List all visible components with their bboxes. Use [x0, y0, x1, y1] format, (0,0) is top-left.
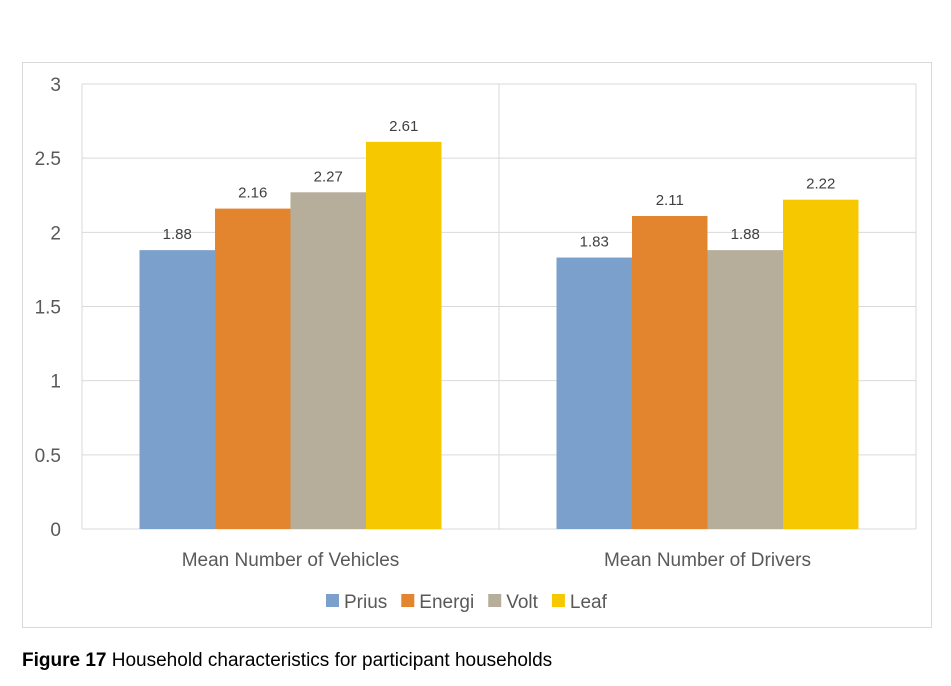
bar-prius-1	[139, 250, 215, 529]
bar-leaf-2	[783, 199, 859, 529]
data-label: 2.22	[806, 176, 835, 193]
category-label: Mean Number of Drivers	[604, 550, 811, 571]
data-label: 1.88	[163, 226, 192, 243]
data-label: 2.11	[656, 192, 684, 209]
y-tick-label: 0.5	[35, 446, 61, 467]
figure-number: Figure 17	[22, 650, 107, 671]
data-label: 2.16	[238, 185, 267, 202]
bar-chart: 1.88 2.16 2.27 2.61 1.83 2.11 1.88 2.22 0 0.5 1 1.…	[35, 75, 917, 613]
legend-swatch-energi	[401, 594, 415, 607]
legend-label-volt: Volt	[506, 592, 538, 613]
bar-prius-2	[556, 257, 632, 529]
chart-area-border	[22, 62, 932, 628]
legend-swatch-leaf	[551, 594, 565, 607]
legend-swatch-volt	[488, 594, 502, 607]
data-labels: 1.88 2.16 2.27 2.61 1.83 2.11 1.88 2.22	[163, 118, 836, 251]
y-tick-label: 0	[50, 520, 61, 541]
y-tick-label: 2	[50, 223, 61, 244]
bar-volt-2	[707, 250, 783, 529]
data-label: 1.83	[580, 234, 609, 251]
bar-energi-2	[632, 216, 708, 529]
category-label: Mean Number of Vehicles	[182, 550, 400, 571]
y-axis-ticks: 0 0.5 1 1.5 2 2.5 3	[35, 75, 61, 541]
x-axis-categories: Mean Number of Vehicles Mean Number of Dr…	[182, 550, 811, 571]
bar-volt-1	[290, 192, 366, 530]
y-tick-label: 1.5	[35, 298, 61, 319]
data-label: 2.61	[389, 118, 418, 135]
bars	[139, 141, 859, 530]
legend: Prius Energi Volt Leaf	[326, 592, 608, 613]
y-tick-label: 2.5	[35, 149, 61, 170]
figure-caption: Figure 17 Household characteristics for …	[22, 650, 552, 672]
y-tick-label: 3	[50, 75, 61, 96]
data-label: 1.88	[731, 226, 760, 243]
bar-leaf-1	[366, 141, 442, 529]
legend-label-prius: Prius	[344, 592, 387, 613]
y-tick-label: 1	[50, 372, 61, 393]
data-label: 2.27	[314, 168, 343, 185]
bar-energi-1	[215, 208, 291, 529]
legend-label-energi: Energi	[419, 592, 474, 613]
legend-swatch-prius	[326, 594, 339, 607]
figure-caption-text: Household characteristics for participan…	[106, 650, 553, 671]
legend-label-leaf: Leaf	[570, 592, 608, 613]
